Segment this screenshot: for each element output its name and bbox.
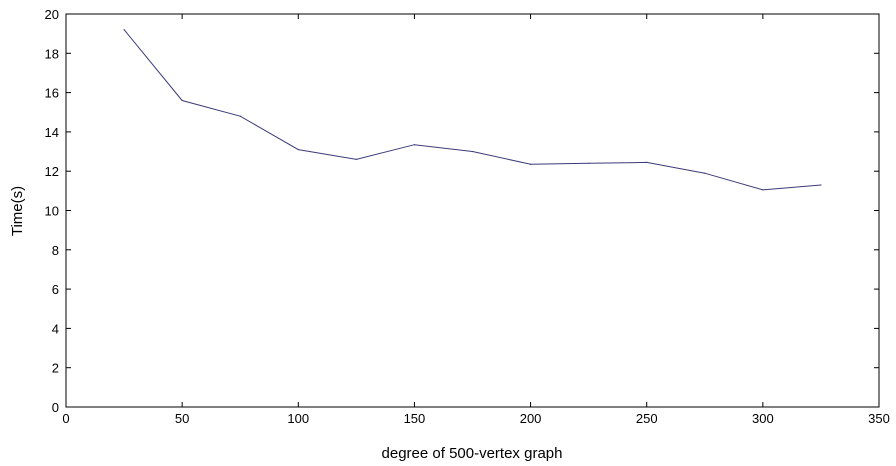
y-tick-label: 2 [52,361,59,376]
tick-labels: 0 50 100 150 200 250 300 350 0 2 4 6 8 10 12 14 16 18 20 [45,7,890,426]
y-tick-label: 0 [52,400,59,415]
data-point [239,115,241,117]
y-tick-label: 6 [52,282,59,297]
y-tick-label: 16 [45,86,59,101]
y-tick-label: 14 [45,125,59,140]
x-tick-label: 100 [287,411,309,426]
x-tick-label: 0 [62,411,69,426]
y-tick-label: 10 [45,204,59,219]
data-point [646,161,648,163]
y-axis-title: Time(s) [9,186,26,236]
plot-area [65,13,880,408]
data-point [355,158,357,161]
axis-ticks [65,13,880,408]
data-point [297,148,299,151]
y-tick-label: 8 [52,243,59,258]
data-point [181,99,183,102]
data-point [123,29,125,31]
series-layer [123,29,822,191]
data-point [529,163,532,165]
data-point [588,162,590,164]
x-tick-label: 250 [636,411,658,426]
data-point [704,172,706,174]
x-axis-title: degree of 500-vertex graph [382,445,563,462]
y-tick-label: 20 [45,7,59,22]
x-tick-label: 300 [752,411,774,426]
y-tick-label: 4 [52,321,59,336]
y-tick-label: 12 [45,164,59,179]
data-point [471,150,474,153]
data-point [413,144,416,146]
y-tick-label: 18 [45,46,59,61]
x-tick-label: 200 [520,411,542,426]
x-tick-label: 350 [868,411,890,426]
x-tick-label: 150 [404,411,426,426]
data-point [762,189,764,191]
data-point [820,184,822,186]
x-tick-label: 50 [175,411,189,426]
